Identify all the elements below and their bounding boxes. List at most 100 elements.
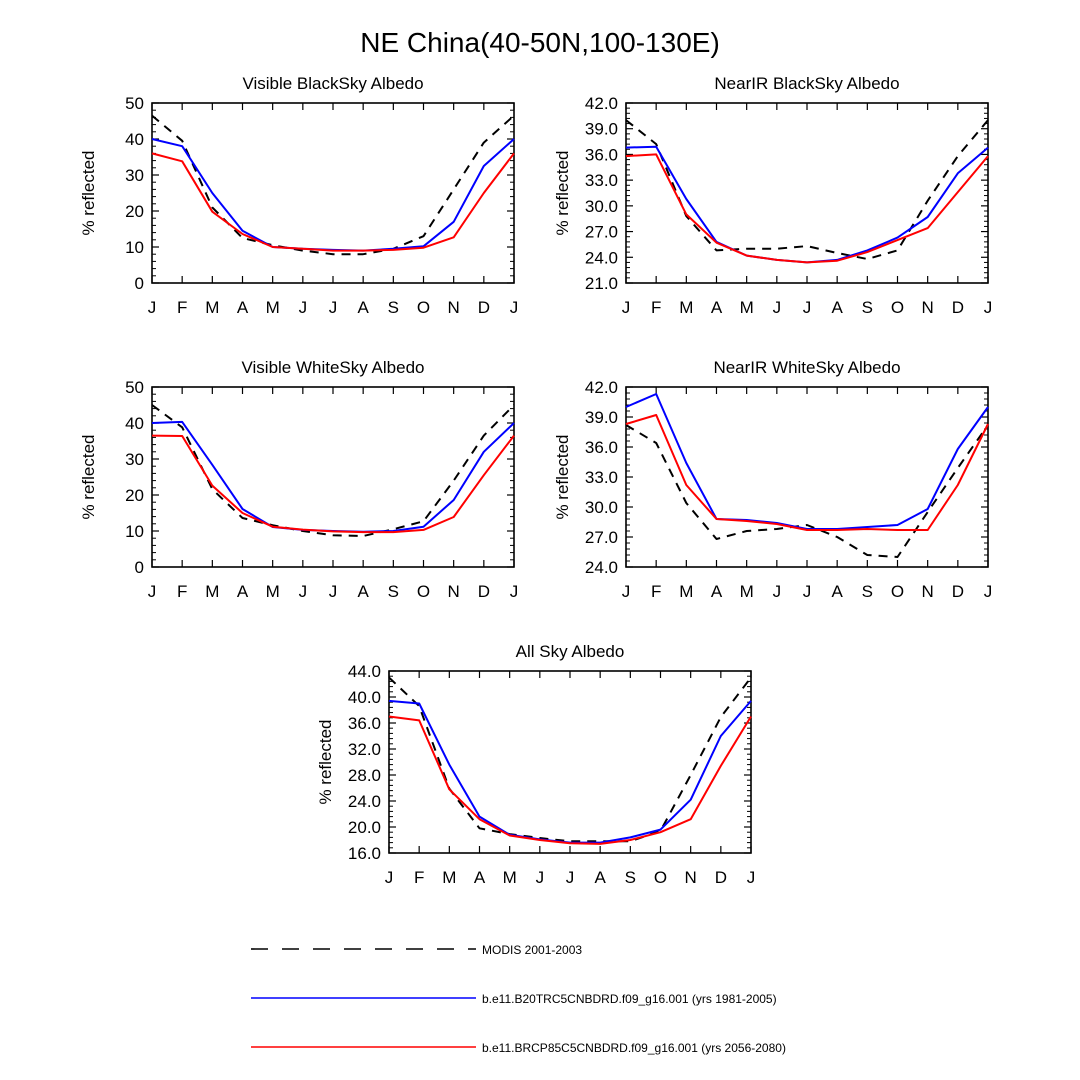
y-tick-label: 28.0 <box>348 766 381 785</box>
x-tick-label: F <box>414 868 424 887</box>
y-tick-label: 20 <box>125 486 144 505</box>
chart-title: NearIR BlackSky Albedo <box>714 74 899 93</box>
x-tick-label: J <box>385 868 394 887</box>
x-tick-label: J <box>299 582 308 601</box>
y-tick-label: 33.0 <box>585 171 618 190</box>
x-tick-label: A <box>594 868 606 887</box>
x-tick-label: O <box>417 298 430 317</box>
y-tick-label: 42.0 <box>585 378 618 397</box>
legend-label-3: b.e11.BRCP85C5CNBDRD.f09_g16.001 (yrs 20… <box>482 1041 786 1055</box>
x-tick-label: M <box>442 868 456 887</box>
x-tick-label: A <box>237 582 249 601</box>
x-tick-label: M <box>679 298 693 317</box>
x-tick-label: J <box>984 582 993 601</box>
x-tick-label: A <box>357 298 369 317</box>
x-tick-label: M <box>679 582 693 601</box>
series-line-3 <box>625 153 989 264</box>
x-tick-label: J <box>148 298 157 317</box>
y-tick-label: 33.0 <box>585 468 618 487</box>
y-tick-label: 10 <box>125 522 144 541</box>
x-tick-label: M <box>205 298 219 317</box>
y-tick-label: 30 <box>125 450 144 469</box>
y-tick-label: 27.0 <box>585 528 618 547</box>
y-tick-label: 16.0 <box>348 844 381 863</box>
x-tick-label: A <box>711 298 723 317</box>
y-tick-label: 24.0 <box>585 558 618 577</box>
series-line-1 <box>151 404 515 537</box>
x-tick-label: M <box>266 582 280 601</box>
x-tick-label: J <box>536 868 545 887</box>
series-line-3 <box>388 715 752 845</box>
series-line-3 <box>151 434 515 534</box>
chart-title: Visible WhiteSky Albedo <box>241 358 424 377</box>
y-tick-label: 27.0 <box>585 223 618 242</box>
x-tick-label: J <box>803 582 812 601</box>
y-tick-label: 30.0 <box>585 197 618 216</box>
y-tick-label: 39.0 <box>585 408 618 427</box>
y-tick-label: 0 <box>135 274 144 293</box>
y-tick-label: 40.0 <box>348 688 381 707</box>
x-tick-label: J <box>566 868 575 887</box>
x-tick-label: J <box>148 582 157 601</box>
y-axis-label: % reflected <box>316 719 335 804</box>
legend: MODIS 2001-2003 b.e11.B20TRC5CNBDRD.f09_g… <box>251 943 786 1055</box>
x-tick-label: N <box>448 298 460 317</box>
y-tick-label: 0 <box>135 558 144 577</box>
x-tick-label: S <box>388 298 399 317</box>
x-tick-label: S <box>625 868 636 887</box>
y-tick-label: 36.0 <box>348 714 381 733</box>
y-tick-label: 32.0 <box>348 740 381 759</box>
plot-frame <box>625 386 989 568</box>
y-tick-label: 20 <box>125 202 144 221</box>
y-tick-label: 24.0 <box>348 792 381 811</box>
y-tick-label: 20.0 <box>348 818 381 837</box>
x-tick-label: J <box>984 298 993 317</box>
y-tick-label: 39.0 <box>585 120 618 139</box>
y-tick-label: 36.0 <box>585 145 618 164</box>
x-tick-label: M <box>740 582 754 601</box>
x-tick-label: F <box>177 582 187 601</box>
series-line-3 <box>625 414 989 531</box>
y-tick-label: 10 <box>125 238 144 257</box>
y-tick-label: 36.0 <box>585 438 618 457</box>
y-axis-label: % reflected <box>79 150 98 235</box>
y-axis-label: % reflected <box>79 434 98 519</box>
x-tick-label: S <box>862 298 873 317</box>
x-tick-label: J <box>510 298 519 317</box>
x-tick-label: F <box>177 298 187 317</box>
x-tick-label: N <box>448 582 460 601</box>
x-tick-label: J <box>747 868 756 887</box>
y-tick-label: 21.0 <box>585 274 618 293</box>
x-tick-label: J <box>803 298 812 317</box>
chart-title: Visible BlackSky Albedo <box>242 74 423 93</box>
series-line-1 <box>388 676 752 843</box>
x-tick-label: S <box>862 582 873 601</box>
x-tick-label: F <box>651 582 661 601</box>
y-axis-label: % reflected <box>553 434 572 519</box>
y-tick-label: 42.0 <box>585 94 618 113</box>
x-tick-label: O <box>417 582 430 601</box>
y-tick-label: 50 <box>125 94 144 113</box>
series-line-3 <box>151 152 515 252</box>
y-tick-label: 40 <box>125 414 144 433</box>
series-line-1 <box>151 114 515 256</box>
series-line-1 <box>625 119 989 260</box>
legend-label-1: MODIS 2001-2003 <box>482 943 582 957</box>
x-tick-label: J <box>299 298 308 317</box>
x-tick-label: A <box>711 582 723 601</box>
legend-label-2: b.e11.B20TRC5CNBDRD.f09_g16.001 (yrs 198… <box>482 992 777 1006</box>
figure-title: NE China(40-50N,100-130E) <box>360 27 720 58</box>
x-tick-label: O <box>654 868 667 887</box>
x-tick-label: S <box>388 582 399 601</box>
x-tick-label: N <box>685 868 697 887</box>
chart-title: NearIR WhiteSky Albedo <box>713 358 900 377</box>
x-tick-label: O <box>891 582 904 601</box>
x-tick-label: F <box>651 298 661 317</box>
x-tick-label: N <box>922 582 934 601</box>
y-tick-label: 40 <box>125 130 144 149</box>
x-tick-label: J <box>773 582 782 601</box>
x-tick-label: O <box>891 298 904 317</box>
